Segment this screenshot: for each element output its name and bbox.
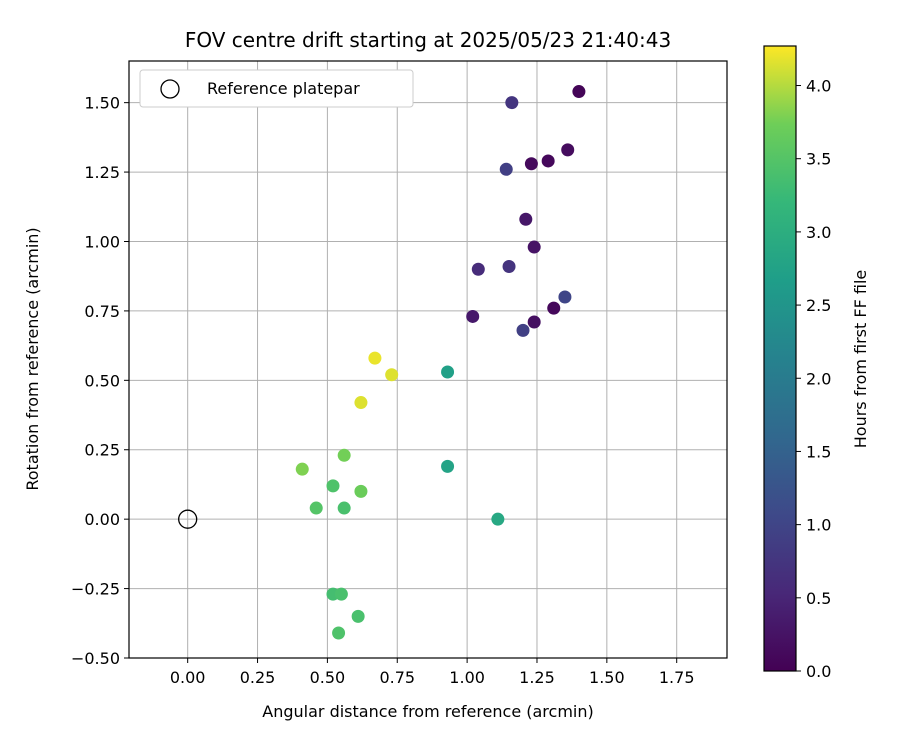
scatter-point (558, 290, 572, 304)
colorbar-ticks: 0.0 0.5 1.0 1.5 2.0 2.5 3.0 3.5 4.0 (796, 77, 831, 681)
x-tick-label: 0.75 (379, 668, 415, 687)
scatter-point (309, 501, 323, 515)
scatter-point (527, 315, 541, 329)
scatter-point (541, 154, 555, 168)
legend-marker (160, 79, 180, 99)
chart-title: FOV centre drift starting at 2025/05/23 … (185, 28, 671, 52)
x-tick-label: 1.75 (659, 668, 695, 687)
y-tick-label: −0.25 (71, 580, 120, 599)
legend: Reference platepar (139, 69, 414, 108)
scatter-point (527, 240, 541, 254)
x-axis-ticks: 0.00 0.25 0.50 0.75 1.00 1.25 1.50 1.75 (170, 658, 695, 687)
scatter-point (295, 462, 309, 476)
x-tick-label: 1.00 (449, 668, 485, 687)
scatter-point (351, 609, 365, 623)
scatter-point (354, 396, 368, 410)
scatter-point (354, 484, 368, 498)
scatter-point (368, 351, 382, 365)
scatter-point (519, 212, 533, 226)
scatter-point (334, 587, 348, 601)
scatter-points (295, 85, 586, 640)
colorbar-tick-label: 3.0 (806, 223, 831, 242)
scatter-point (332, 626, 346, 640)
colorbar-tick-label: 3.5 (806, 150, 831, 169)
y-tick-label: 0.25 (84, 441, 120, 460)
y-axis-label: Rotation from reference (arcmin) (23, 227, 42, 490)
scatter-point (499, 162, 513, 176)
legend-entry: Reference platepar (207, 79, 360, 98)
y-tick-label: 1.50 (84, 94, 120, 113)
x-tick-label: 0.00 (170, 668, 206, 687)
colorbar-tick-label: 2.0 (806, 369, 831, 388)
scatter-point (547, 301, 561, 315)
plot-frame (128, 60, 728, 659)
colorbar-tick-label: 0.5 (806, 589, 831, 608)
scatter-point (337, 448, 351, 462)
y-axis-ticks: −0.50 −0.25 0.00 0.25 0.50 0.75 1.00 1.25 1.50 (71, 94, 129, 668)
colorbar-tick-label: 0.0 (806, 662, 831, 681)
scatter-point (524, 157, 538, 171)
colorbar-tick-label: 4.0 (806, 77, 831, 96)
y-tick-label: −0.50 (71, 649, 120, 668)
scatter-point (572, 85, 586, 99)
colorbar-tick-label: 2.5 (806, 296, 831, 315)
scatter-point (441, 365, 455, 379)
scatter-point (471, 262, 485, 276)
scatter-point (385, 368, 399, 382)
scatter-point (337, 501, 351, 515)
x-tick-label: 0.50 (310, 668, 346, 687)
grid (129, 61, 727, 659)
y-tick-label: 0.75 (84, 302, 120, 321)
scatter-point (326, 479, 340, 493)
colorbar (763, 45, 797, 672)
x-tick-label: 1.25 (519, 668, 555, 687)
y-tick-label: 0.50 (84, 371, 120, 390)
y-tick-label: 0.00 (84, 510, 120, 529)
x-tick-label: 0.25 (240, 668, 276, 687)
scatter-point (505, 96, 519, 110)
reference-marker (178, 509, 198, 529)
scatter-point (441, 459, 455, 473)
colorbar-label: Hours from first FF file (851, 270, 870, 449)
x-tick-label: 1.50 (589, 668, 625, 687)
scatter-point (491, 512, 505, 526)
colorbar-tick-label: 1.0 (806, 516, 831, 535)
y-tick-label: 1.25 (84, 163, 120, 182)
scatter-point (502, 259, 516, 273)
scatter-point (516, 323, 530, 337)
x-axis-label: Angular distance from reference (arcmin) (262, 702, 593, 721)
scatter-point (466, 309, 480, 323)
colorbar-tick-label: 1.5 (806, 442, 831, 461)
scatter-point (561, 143, 575, 157)
y-tick-label: 1.00 (84, 232, 120, 251)
legend-box (139, 69, 414, 108)
